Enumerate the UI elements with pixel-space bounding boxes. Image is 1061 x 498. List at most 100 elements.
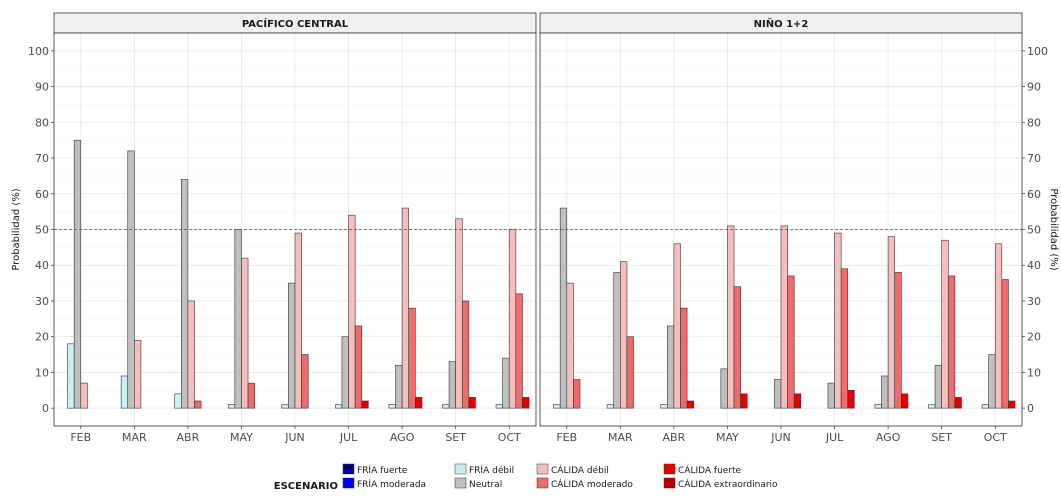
y-tick-label-right: 40: [1027, 259, 1041, 272]
legend-swatch: [342, 477, 355, 489]
legend-label: FRÍA moderada: [357, 478, 426, 490]
bar: [73, 139, 82, 409]
bar: [341, 336, 349, 409]
bar: [468, 397, 476, 409]
y-tick-label-left: 100: [28, 45, 49, 58]
y-tick-label-right: 90: [1027, 81, 1041, 94]
y-tick-label-right: 70: [1027, 152, 1041, 165]
bar: [928, 404, 936, 409]
bar: [559, 207, 568, 409]
x-tick-label: OCT: [984, 431, 1007, 444]
x-tick-label: SET: [445, 431, 466, 444]
bar: [415, 397, 423, 409]
y-axis-title-right: Probabilidad (%): [1048, 188, 1059, 270]
bar: [508, 229, 517, 409]
bar: [573, 379, 581, 409]
bar: [994, 243, 1003, 409]
bar: [448, 361, 456, 409]
bar: [348, 214, 356, 409]
bar: [626, 336, 634, 409]
bar: [620, 261, 628, 409]
bar: [660, 404, 668, 409]
bar: [827, 382, 835, 409]
y-tick-label-left: 30: [35, 295, 49, 308]
bar: [840, 268, 849, 409]
bar: [566, 282, 574, 409]
y-tick-label-left: 60: [35, 188, 49, 201]
legend-label: CÁLIDA extraordinario: [678, 478, 778, 490]
legend-label: CÁLIDA débil: [551, 464, 609, 476]
x-tick-label: JUL: [825, 431, 844, 444]
legend-swatch: [342, 463, 355, 475]
bar: [981, 404, 989, 409]
bar: [606, 404, 615, 409]
legend-label: CÁLIDA moderado: [551, 478, 633, 490]
bar: [234, 229, 242, 409]
x-tick-label: AGO: [876, 431, 901, 444]
bar: [720, 368, 728, 409]
x-tick-label: JUL: [339, 431, 358, 444]
y-tick-label-right: 60: [1027, 188, 1041, 201]
x-tick-label: JUN: [770, 431, 791, 444]
bar: [947, 275, 956, 409]
x-tick-label: MAY: [230, 431, 253, 444]
bar: [461, 300, 470, 409]
bar: [1008, 400, 1016, 409]
bar: [174, 393, 182, 409]
bar: [442, 404, 450, 409]
bar: [455, 218, 463, 409]
legend-swatch: [663, 477, 676, 489]
bar: [881, 375, 889, 409]
bar: [774, 379, 782, 409]
bar: [294, 232, 302, 409]
x-tick-label: MAR: [122, 431, 147, 444]
x-tick-label: JUN: [284, 431, 305, 444]
bar: [686, 400, 694, 409]
bar: [954, 397, 962, 409]
y-tick-label-right: 20: [1027, 331, 1041, 344]
bar: [495, 404, 503, 409]
bar: [194, 400, 202, 409]
y-tick-label-right: 10: [1027, 366, 1041, 379]
x-tick-label: ABR: [177, 431, 200, 444]
legend-label: Neutral: [469, 480, 502, 490]
bar: [127, 150, 135, 409]
x-tick-label: MAR: [608, 431, 633, 444]
bar: [80, 382, 88, 409]
bar: [793, 393, 802, 409]
bar: [874, 404, 882, 409]
panel-title: PACÍFICO CENTRAL: [242, 17, 349, 30]
bar: [613, 272, 621, 409]
legend-swatch: [454, 463, 467, 475]
y-tick-label-left: 70: [35, 152, 49, 165]
bar: [727, 225, 735, 409]
y-tick-label-left: 0: [42, 402, 49, 415]
y-tick-label-left: 80: [35, 116, 49, 129]
bar: [388, 404, 396, 409]
panel-title: NIÑO 1+2: [754, 17, 809, 30]
x-tick-label: SET: [931, 431, 952, 444]
y-tick-label-left: 10: [35, 366, 49, 379]
bar: [666, 325, 675, 409]
bar: [834, 232, 842, 409]
bar: [180, 179, 189, 409]
legend-swatch: [454, 477, 467, 489]
y-tick-label-left: 20: [35, 331, 49, 344]
bar: [335, 404, 343, 409]
bar: [120, 375, 129, 409]
y-tick-label-right: 0: [1027, 402, 1034, 415]
y-tick-label-right: 30: [1027, 295, 1041, 308]
bar: [934, 364, 942, 409]
y-tick-label-left: 40: [35, 259, 49, 272]
legend-label: FRÍA fuerte: [357, 464, 408, 476]
y-tick-label-left: 50: [35, 224, 49, 237]
bar: [301, 354, 309, 409]
bar: [780, 225, 788, 409]
bar: [894, 272, 902, 409]
legend-swatch: [536, 463, 549, 475]
x-tick-label: OCT: [498, 431, 521, 444]
bar: [988, 354, 996, 409]
x-tick-label: AGO: [390, 431, 415, 444]
bar: [354, 325, 363, 409]
x-tick-label: MAY: [716, 431, 739, 444]
